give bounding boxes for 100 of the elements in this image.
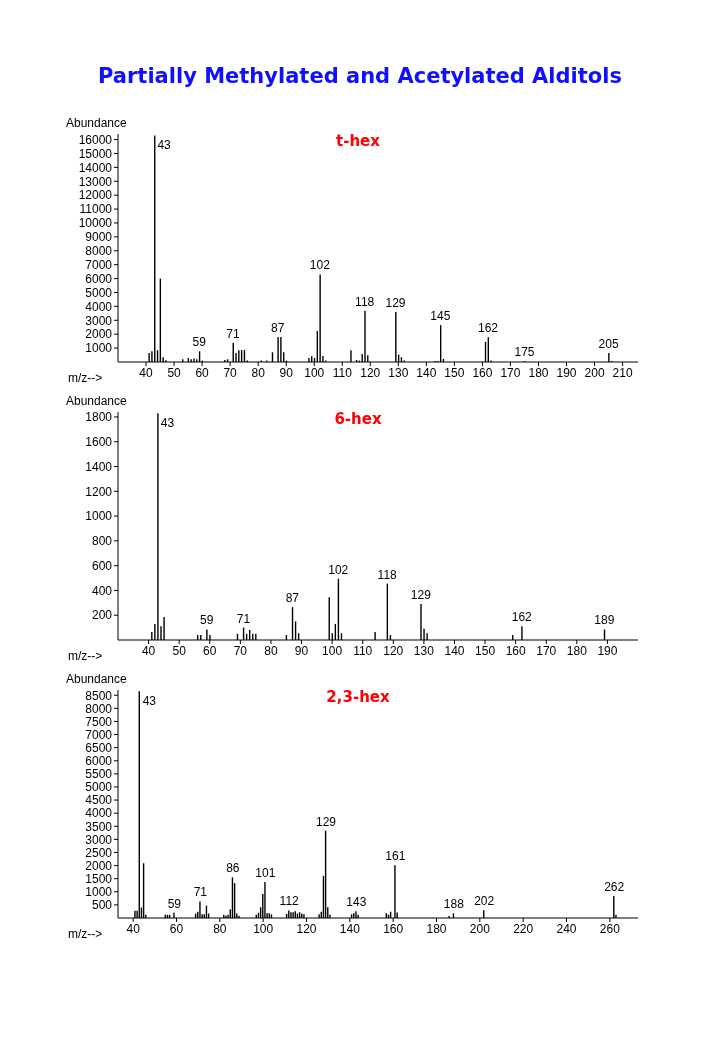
y-tick-label: 3000 [85,313,113,328]
x-tick-label: 120 [383,643,404,658]
annotation: 102 [328,562,349,577]
x-tick-label: 200 [584,365,605,380]
annotation: 43 [142,694,157,709]
y-tick-label: 7500 [85,714,113,729]
x-tick-label: 100 [322,643,343,658]
x-tick-label: 140 [339,921,361,936]
annotation: 71 [226,326,240,341]
annotation: 202 [474,894,495,909]
y-tick-label: 4000 [85,299,113,314]
x-tick-label: 80 [264,643,278,658]
y-tick-label: 2500 [85,845,113,860]
y-tick-label: 1500 [85,871,113,886]
annotation: 43 [160,416,175,431]
x-tick-label: 140 [444,643,465,658]
y-axis-title: Abundance [66,672,127,686]
y-tick-label: 5000 [85,285,113,300]
y-tick-label: 400 [91,583,113,598]
annotation: 59 [200,613,214,628]
x-tick-label: 100 [304,365,325,380]
y-tick-label: 9000 [85,230,113,245]
annotation: 162 [511,610,533,625]
y-axis-title: Abundance [66,394,127,408]
x-axis-title: m/z--> [68,927,103,941]
y-tick-label: 1600 [85,435,113,449]
annotation: 87 [271,321,285,336]
y-tick-label: 4000 [85,806,113,821]
x-tick-label: 260 [599,921,621,936]
x-tick-label: 200 [469,921,491,936]
y-tick-label: 7000 [85,727,113,742]
x-tick-label: 100 [253,921,274,936]
y-tick-label: 2000 [85,327,113,342]
x-tick-label: 110 [353,643,373,658]
annotation: 71 [193,885,208,900]
y-tick-label: 1000 [85,509,113,524]
y-tick-label: 16000 [78,132,113,147]
x-tick-label: 70 [233,643,248,658]
y-tick-label: 1400 [85,459,113,474]
x-tick-label: 180 [528,365,549,380]
x-tick-label: 40 [139,365,154,380]
y-tick-label: 200 [91,608,113,623]
y-axis-title: Abundance [66,116,127,130]
chart-subtitle: 6-hex [333,410,383,428]
y-tick-label: 12000 [78,188,113,203]
x-tick-label: 50 [167,365,182,380]
x-tick-label: 140 [416,365,437,380]
y-tick-label: 5000 [85,780,113,795]
annotation: 188 [443,897,465,912]
annotation: 162 [478,321,499,336]
annotation: 143 [346,895,367,910]
y-tick-label: 13000 [78,174,113,189]
annotation: 129 [315,814,337,829]
y-tick-label: 800 [91,534,113,549]
x-tick-label: 40 [126,921,141,936]
y-tick-label: 6000 [85,271,113,286]
y-tick-label: 3000 [85,832,113,847]
y-tick-label: 15000 [78,146,113,161]
y-tick-label: 8000 [85,701,113,716]
y-tick-label: 1200 [85,484,113,499]
y-tick-label: 6500 [85,740,113,755]
annotation: 145 [430,309,451,324]
y-tick-label: 1000 [85,885,113,900]
x-tick-label: 190 [556,365,577,380]
x-tick-label: 180 [566,643,588,658]
y-tick-label: 500 [91,898,113,913]
x-tick-label: 130 [413,643,435,658]
x-tick-label: 70 [223,365,238,380]
annotation: 102 [309,258,331,273]
x-tick-label: 90 [279,365,294,380]
x-tick-label: 120 [360,365,381,380]
annotation: 205 [598,336,619,351]
annotation: 129 [385,295,406,310]
x-tick-label: 160 [505,643,526,658]
x-tick-label: 160 [383,921,404,936]
y-tick-label: 11000 [79,202,113,217]
chart-subtitle: 2,3-hex [325,688,391,706]
x-tick-label: 160 [472,365,493,380]
y-tick-label: 14000 [78,160,113,175]
annotation: 189 [594,613,615,628]
y-tick-label: 1800 [85,410,113,425]
annotation: 59 [167,896,182,911]
annotation: 112 [279,894,300,909]
annotation: 101 [255,866,276,881]
annotation: 118 [377,567,398,582]
chart-title: Partially Methylated and Acetylated Alditols [97,64,623,90]
annotation: 175 [514,345,535,360]
y-tick-label: 8500 [85,688,113,703]
y-tick-label: 5500 [85,767,113,782]
x-tick-label: 210 [612,365,633,380]
x-tick-label: 50 [172,643,187,658]
x-tick-label: 60 [195,365,210,380]
x-axis-title: m/z--> [68,649,103,663]
y-tick-label: 7000 [85,257,113,272]
annotation: 129 [410,588,432,603]
annotation: 262 [604,879,625,894]
x-tick-label: 170 [536,643,557,658]
x-tick-label: 150 [444,365,465,380]
x-tick-label: 60 [203,643,217,658]
annotation: 87 [285,591,300,606]
